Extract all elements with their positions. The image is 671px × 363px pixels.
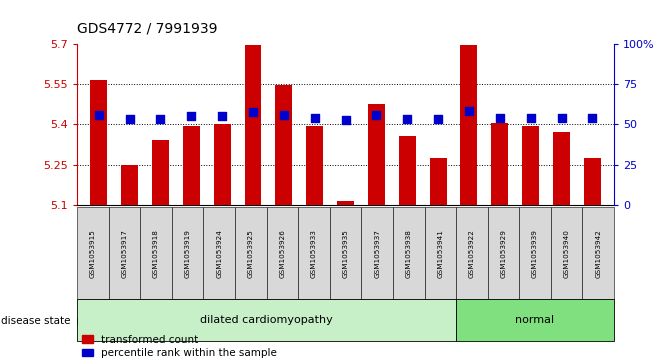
Legend: transformed count, percentile rank within the sample: transformed count, percentile rank withi…: [83, 335, 277, 358]
Point: [371, 112, 382, 118]
Point: [124, 116, 135, 122]
Point: [495, 115, 505, 121]
Bar: [553, 132, 570, 205]
Text: GSM1053922: GSM1053922: [469, 229, 475, 278]
Bar: [584, 158, 601, 205]
Text: GDS4772 / 7991939: GDS4772 / 7991939: [77, 22, 217, 36]
Text: GSM1053935: GSM1053935: [343, 229, 348, 278]
Text: GSM1053933: GSM1053933: [311, 229, 317, 278]
Text: GSM1053941: GSM1053941: [437, 229, 444, 278]
Bar: [91, 80, 107, 205]
Point: [309, 115, 320, 121]
Bar: [399, 136, 416, 205]
Point: [525, 115, 536, 121]
Point: [93, 112, 104, 118]
Point: [587, 115, 598, 121]
Point: [433, 116, 444, 122]
Point: [186, 113, 197, 119]
Bar: [337, 201, 354, 205]
Text: GSM1053938: GSM1053938: [406, 229, 412, 278]
Point: [556, 115, 567, 121]
Bar: [429, 158, 447, 205]
Text: GSM1053917: GSM1053917: [121, 229, 127, 278]
Bar: [213, 124, 231, 205]
Bar: [275, 85, 293, 205]
Text: GSM1053919: GSM1053919: [185, 229, 191, 278]
Bar: [522, 126, 539, 205]
Text: GSM1053915: GSM1053915: [90, 229, 96, 278]
Bar: [244, 45, 262, 205]
Text: GSM1053937: GSM1053937: [374, 229, 380, 278]
Bar: [306, 126, 323, 205]
Text: GSM1053939: GSM1053939: [532, 229, 538, 278]
Point: [464, 108, 474, 114]
Text: GSM1053926: GSM1053926: [279, 229, 285, 278]
Point: [278, 112, 289, 118]
Text: GSM1053929: GSM1053929: [501, 229, 507, 278]
Text: dilated cardiomyopathy: dilated cardiomyopathy: [200, 315, 333, 325]
Text: GSM1053942: GSM1053942: [595, 229, 601, 278]
Bar: [121, 165, 138, 205]
Bar: [491, 123, 509, 205]
Bar: [152, 140, 169, 205]
Point: [340, 117, 351, 123]
Text: GSM1053924: GSM1053924: [216, 229, 222, 278]
Text: GSM1053918: GSM1053918: [153, 229, 159, 278]
Point: [402, 116, 413, 122]
Bar: [368, 104, 385, 205]
Point: [248, 109, 258, 115]
Bar: [183, 126, 200, 205]
Point: [155, 116, 166, 122]
Bar: [460, 45, 478, 205]
Text: normal: normal: [515, 315, 555, 325]
Text: GSM1053940: GSM1053940: [564, 229, 570, 278]
Text: GSM1053925: GSM1053925: [248, 229, 254, 278]
Text: disease state  ▶: disease state ▶: [1, 315, 85, 325]
Point: [217, 113, 227, 119]
